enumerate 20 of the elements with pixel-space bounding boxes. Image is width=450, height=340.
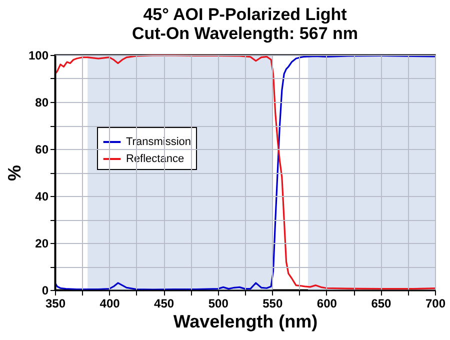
x-tick-label: 650	[371, 296, 392, 310]
x-tick-label: 350	[45, 296, 66, 310]
y-tick-label: 60	[35, 142, 49, 156]
x-tick-label: 500	[208, 296, 229, 310]
x-tick-label: 700	[425, 296, 446, 310]
x-tick-label: 450	[154, 296, 174, 310]
y-axis-title: %	[4, 164, 24, 182]
y-tick-label: 0	[42, 284, 49, 298]
legend-label: Transmission	[126, 136, 191, 148]
chart-subtitle: Cut-On Wavelength: 567 nm	[132, 24, 358, 43]
x-tick-label: 600	[316, 296, 338, 310]
chart-title: 45° AOI P-Polarized Light	[143, 5, 348, 24]
x-tick-label: 550	[262, 296, 283, 310]
legend-label: Reflectance	[126, 153, 184, 165]
y-tick-label: 40	[35, 190, 49, 204]
x-axis-title: Wavelength (nm)	[173, 312, 318, 332]
y-tick-label: 20	[35, 236, 49, 250]
y-tick-label: 100	[28, 48, 49, 62]
y-tick-label: 80	[35, 96, 49, 110]
x-tick-label: 400	[100, 296, 120, 310]
